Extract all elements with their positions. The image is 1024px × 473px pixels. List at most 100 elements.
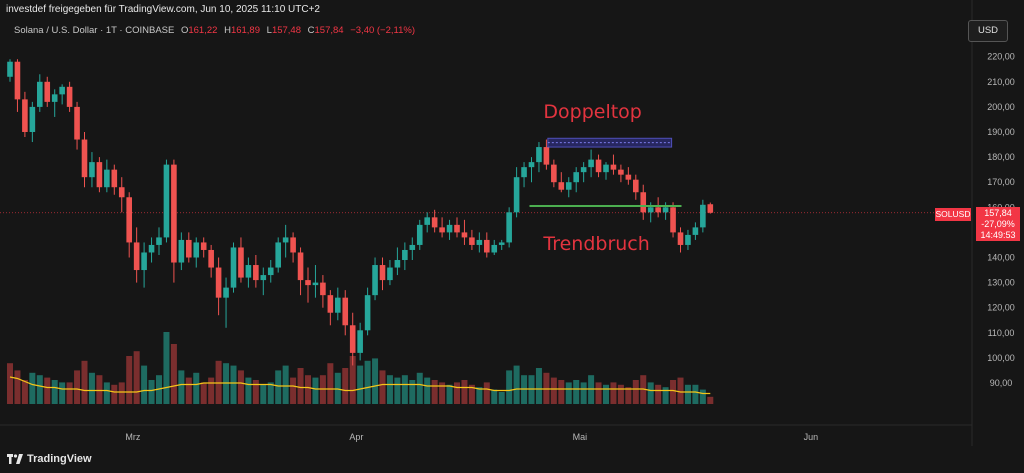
candle-body (96, 162, 103, 188)
candle-body (565, 182, 572, 190)
last-price: 157,84 (984, 208, 1012, 218)
candle-body (692, 227, 699, 235)
volume-bar (476, 387, 483, 404)
price-tick-label: 130,00 (987, 278, 1015, 288)
volume-bar (312, 377, 319, 404)
tradingview-brand: TradingView (27, 453, 92, 465)
candle-body (335, 297, 341, 313)
symbol-label[interactable]: Solana / U.S. Dollar · 1T · COINBASE (14, 25, 175, 36)
candle-body (610, 164, 617, 170)
candle-body (618, 169, 624, 175)
candle-body (469, 237, 475, 245)
tradingview-logo[interactable]: TradingView (7, 453, 92, 465)
candle-body (238, 247, 244, 278)
price-change-pct: -27,09% (981, 219, 1015, 229)
candle-body (461, 232, 468, 238)
volume-bar (595, 382, 602, 404)
candle-body (290, 237, 296, 253)
candle-body (677, 232, 684, 245)
price-tick-label: 140,00 (987, 253, 1015, 263)
volume-bar (245, 377, 252, 404)
volume-bar (684, 384, 691, 404)
candle-body (416, 224, 423, 245)
time-axis[interactable]: MrzAprMaiJunJul (125, 432, 1024, 442)
candle-body (215, 267, 222, 298)
price-tick-label: 110,00 (988, 328, 1015, 338)
candle-body (670, 207, 676, 233)
candle-body (156, 237, 162, 245)
price-tick-label: 220,00 (987, 52, 1015, 62)
time-tick-label: Jun (804, 432, 819, 442)
candle-body (431, 217, 438, 228)
candle-body (558, 182, 565, 190)
high-label: H (224, 25, 231, 36)
volume-bar (88, 372, 95, 404)
candle-body (402, 249, 408, 261)
time-tick-label: Mrz (125, 432, 140, 442)
candle-body (253, 265, 259, 281)
volume-bar (29, 372, 36, 404)
volume-bar (565, 382, 572, 404)
volume-bar (290, 377, 297, 404)
volume-bar (208, 377, 215, 404)
volume-bar (44, 377, 51, 404)
candle-body (230, 247, 237, 288)
ohlc-legend: Solana / U.S. Dollar · 1T · COINBASE O16… (14, 25, 415, 36)
candle-body (633, 179, 639, 193)
volume-bar (431, 380, 438, 404)
candle-body (245, 265, 252, 278)
volume-bar (699, 389, 706, 404)
candle-body (74, 106, 80, 140)
candle-body (506, 212, 512, 243)
doppeltop-label: Doppeltop (543, 101, 641, 123)
candle-body (44, 81, 51, 102)
candle-body (66, 86, 73, 107)
volume-bar (36, 375, 43, 404)
volume-bar (416, 372, 423, 404)
annotations: Doppeltop Trendbruch (529, 101, 682, 255)
candle-body (655, 207, 661, 213)
candle-body (409, 244, 416, 250)
price-tick-label: 90,00 (990, 378, 1013, 388)
candle-body (133, 242, 140, 271)
volume-bar (349, 356, 356, 404)
candle-body (491, 244, 498, 253)
candle-body (342, 297, 349, 326)
volume-bar (126, 356, 133, 404)
volume-bar (677, 377, 684, 404)
candle-body (148, 244, 155, 253)
candle-body (223, 287, 229, 298)
volume-bar (409, 380, 416, 404)
volume-bar (21, 380, 28, 404)
candle-body (349, 325, 356, 353)
price-axis[interactable]: 90,00100,00110,00120,00130,00140,00150,0… (987, 52, 1015, 388)
low-value: 157,48 (271, 25, 301, 36)
candle-body (163, 164, 170, 238)
volume-bar (379, 370, 386, 404)
volume-bar (483, 382, 490, 404)
currency-button[interactable]: USD (968, 20, 1008, 42)
price-tick-label: 120,00 (987, 303, 1015, 313)
candle-body (551, 164, 557, 183)
candle-body (640, 192, 647, 213)
candle-body (305, 280, 311, 286)
candle-body (267, 267, 274, 276)
candle-body (603, 164, 609, 173)
volume-bar (647, 382, 654, 404)
volume-bar (141, 365, 148, 404)
volume-bar (74, 370, 81, 404)
candlesticks[interactable] (7, 59, 714, 366)
volume-bar (372, 358, 379, 404)
volume-bar (305, 375, 311, 404)
candle-body (186, 239, 192, 258)
volume-bar (193, 372, 200, 404)
volume-bar (573, 380, 580, 404)
volume-bar (491, 389, 498, 404)
candle-body (7, 61, 13, 77)
candle-body (320, 282, 326, 296)
close-value: 157,84 (314, 25, 344, 36)
volume-bar (707, 396, 714, 404)
price-tick-label: 200,00 (987, 102, 1015, 112)
volume-bar (178, 370, 185, 404)
candle-body (625, 174, 632, 180)
